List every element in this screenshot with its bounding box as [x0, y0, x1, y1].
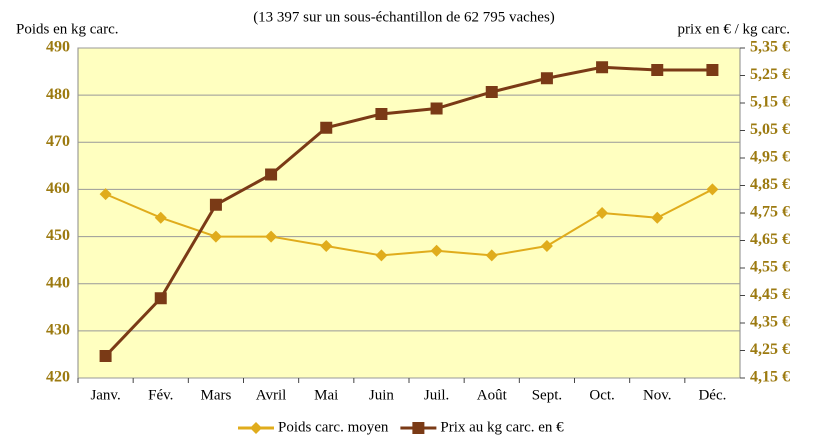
- x-tick-label: Fév.: [148, 387, 173, 403]
- y2-tick-label: 4,95 €: [750, 149, 790, 166]
- y2-tick-label: 5,05 €: [750, 121, 790, 138]
- point-marker: [430, 102, 443, 115]
- y2-tick-label: 5,25 €: [750, 66, 790, 83]
- point-marker: [320, 121, 333, 134]
- y2-tick-label: 4,15 €: [750, 369, 790, 386]
- point-marker: [706, 183, 719, 196]
- y2-tick-label: 5,15 €: [750, 94, 790, 111]
- legend-label: Prix au kg carc. en €: [440, 419, 564, 435]
- y2-tick-label: 5,35 €: [750, 39, 790, 56]
- point-marker: [651, 211, 664, 224]
- y-tick-label: 450: [46, 227, 70, 244]
- x-tick-label: Sept.: [532, 387, 562, 403]
- point-marker: [209, 230, 222, 243]
- y2-tick-label: 4,65 €: [750, 231, 790, 248]
- y-tick-label: 470: [46, 133, 70, 150]
- legend-label: Poids carc. moyen: [278, 419, 389, 435]
- y-tick-label: 490: [46, 39, 70, 56]
- legend-marker: [412, 422, 425, 434]
- x-tick-label: Mars: [201, 387, 232, 403]
- point-marker: [99, 350, 112, 362]
- x-tick-label: Oct.: [589, 387, 614, 403]
- y-tick-label: 440: [46, 274, 70, 291]
- plot-area: [77, 47, 741, 379]
- point-marker: [430, 244, 443, 257]
- series-line: [104, 65, 713, 358]
- y-tick-label: 430: [46, 322, 70, 339]
- point-marker: [485, 249, 498, 262]
- x-tick-label: Nov.: [643, 387, 672, 403]
- point-marker: [706, 64, 719, 76]
- y-axis-label: Poids en kg carc.: [16, 21, 118, 37]
- y-tick-label: 420: [46, 369, 70, 386]
- y2-tick-label: 4,75 €: [750, 204, 790, 221]
- point-marker: [265, 230, 278, 243]
- x-tick-label: Août: [477, 387, 508, 403]
- point-marker: [375, 249, 388, 262]
- y2-tick-label: 4,25 €: [750, 341, 790, 358]
- point-marker: [540, 240, 553, 252]
- legend-marker: [250, 422, 262, 434]
- point-marker: [485, 86, 498, 98]
- point-marker: [651, 64, 664, 76]
- y2-tick-label: 4,85 €: [750, 176, 790, 193]
- x-tick-label: Janv.: [90, 387, 120, 403]
- point-marker: [99, 188, 112, 201]
- point-marker: [265, 168, 278, 181]
- y2-tick-label: 4,35 €: [750, 314, 790, 331]
- x-tick-label: Avril: [256, 387, 287, 403]
- point-marker: [209, 198, 222, 211]
- point-marker: [596, 61, 609, 74]
- x-tick-label: Juil.: [424, 387, 449, 403]
- y2-axis-label: prix en € / kg carc.: [678, 21, 790, 37]
- y-tick-label: 480: [46, 86, 70, 103]
- y2-tick-label: 4,45 €: [750, 286, 790, 303]
- x-tick-label: Déc.: [698, 387, 726, 403]
- point-marker: [596, 207, 609, 219]
- point-marker: [154, 211, 167, 224]
- y-tick-label: 460: [46, 180, 70, 197]
- point-marker: [154, 292, 167, 305]
- point-marker: [320, 240, 333, 252]
- y2-tick-label: 4,55 €: [750, 259, 790, 276]
- chart-subtitle: (13 397 sur un sous-échantillon de 62 79…: [253, 9, 555, 25]
- x-tick-label: Mai: [314, 387, 338, 403]
- x-tick-label: Juin: [369, 387, 395, 403]
- point-marker: [375, 108, 388, 120]
- series-line: [105, 188, 713, 257]
- point-marker: [540, 72, 553, 85]
